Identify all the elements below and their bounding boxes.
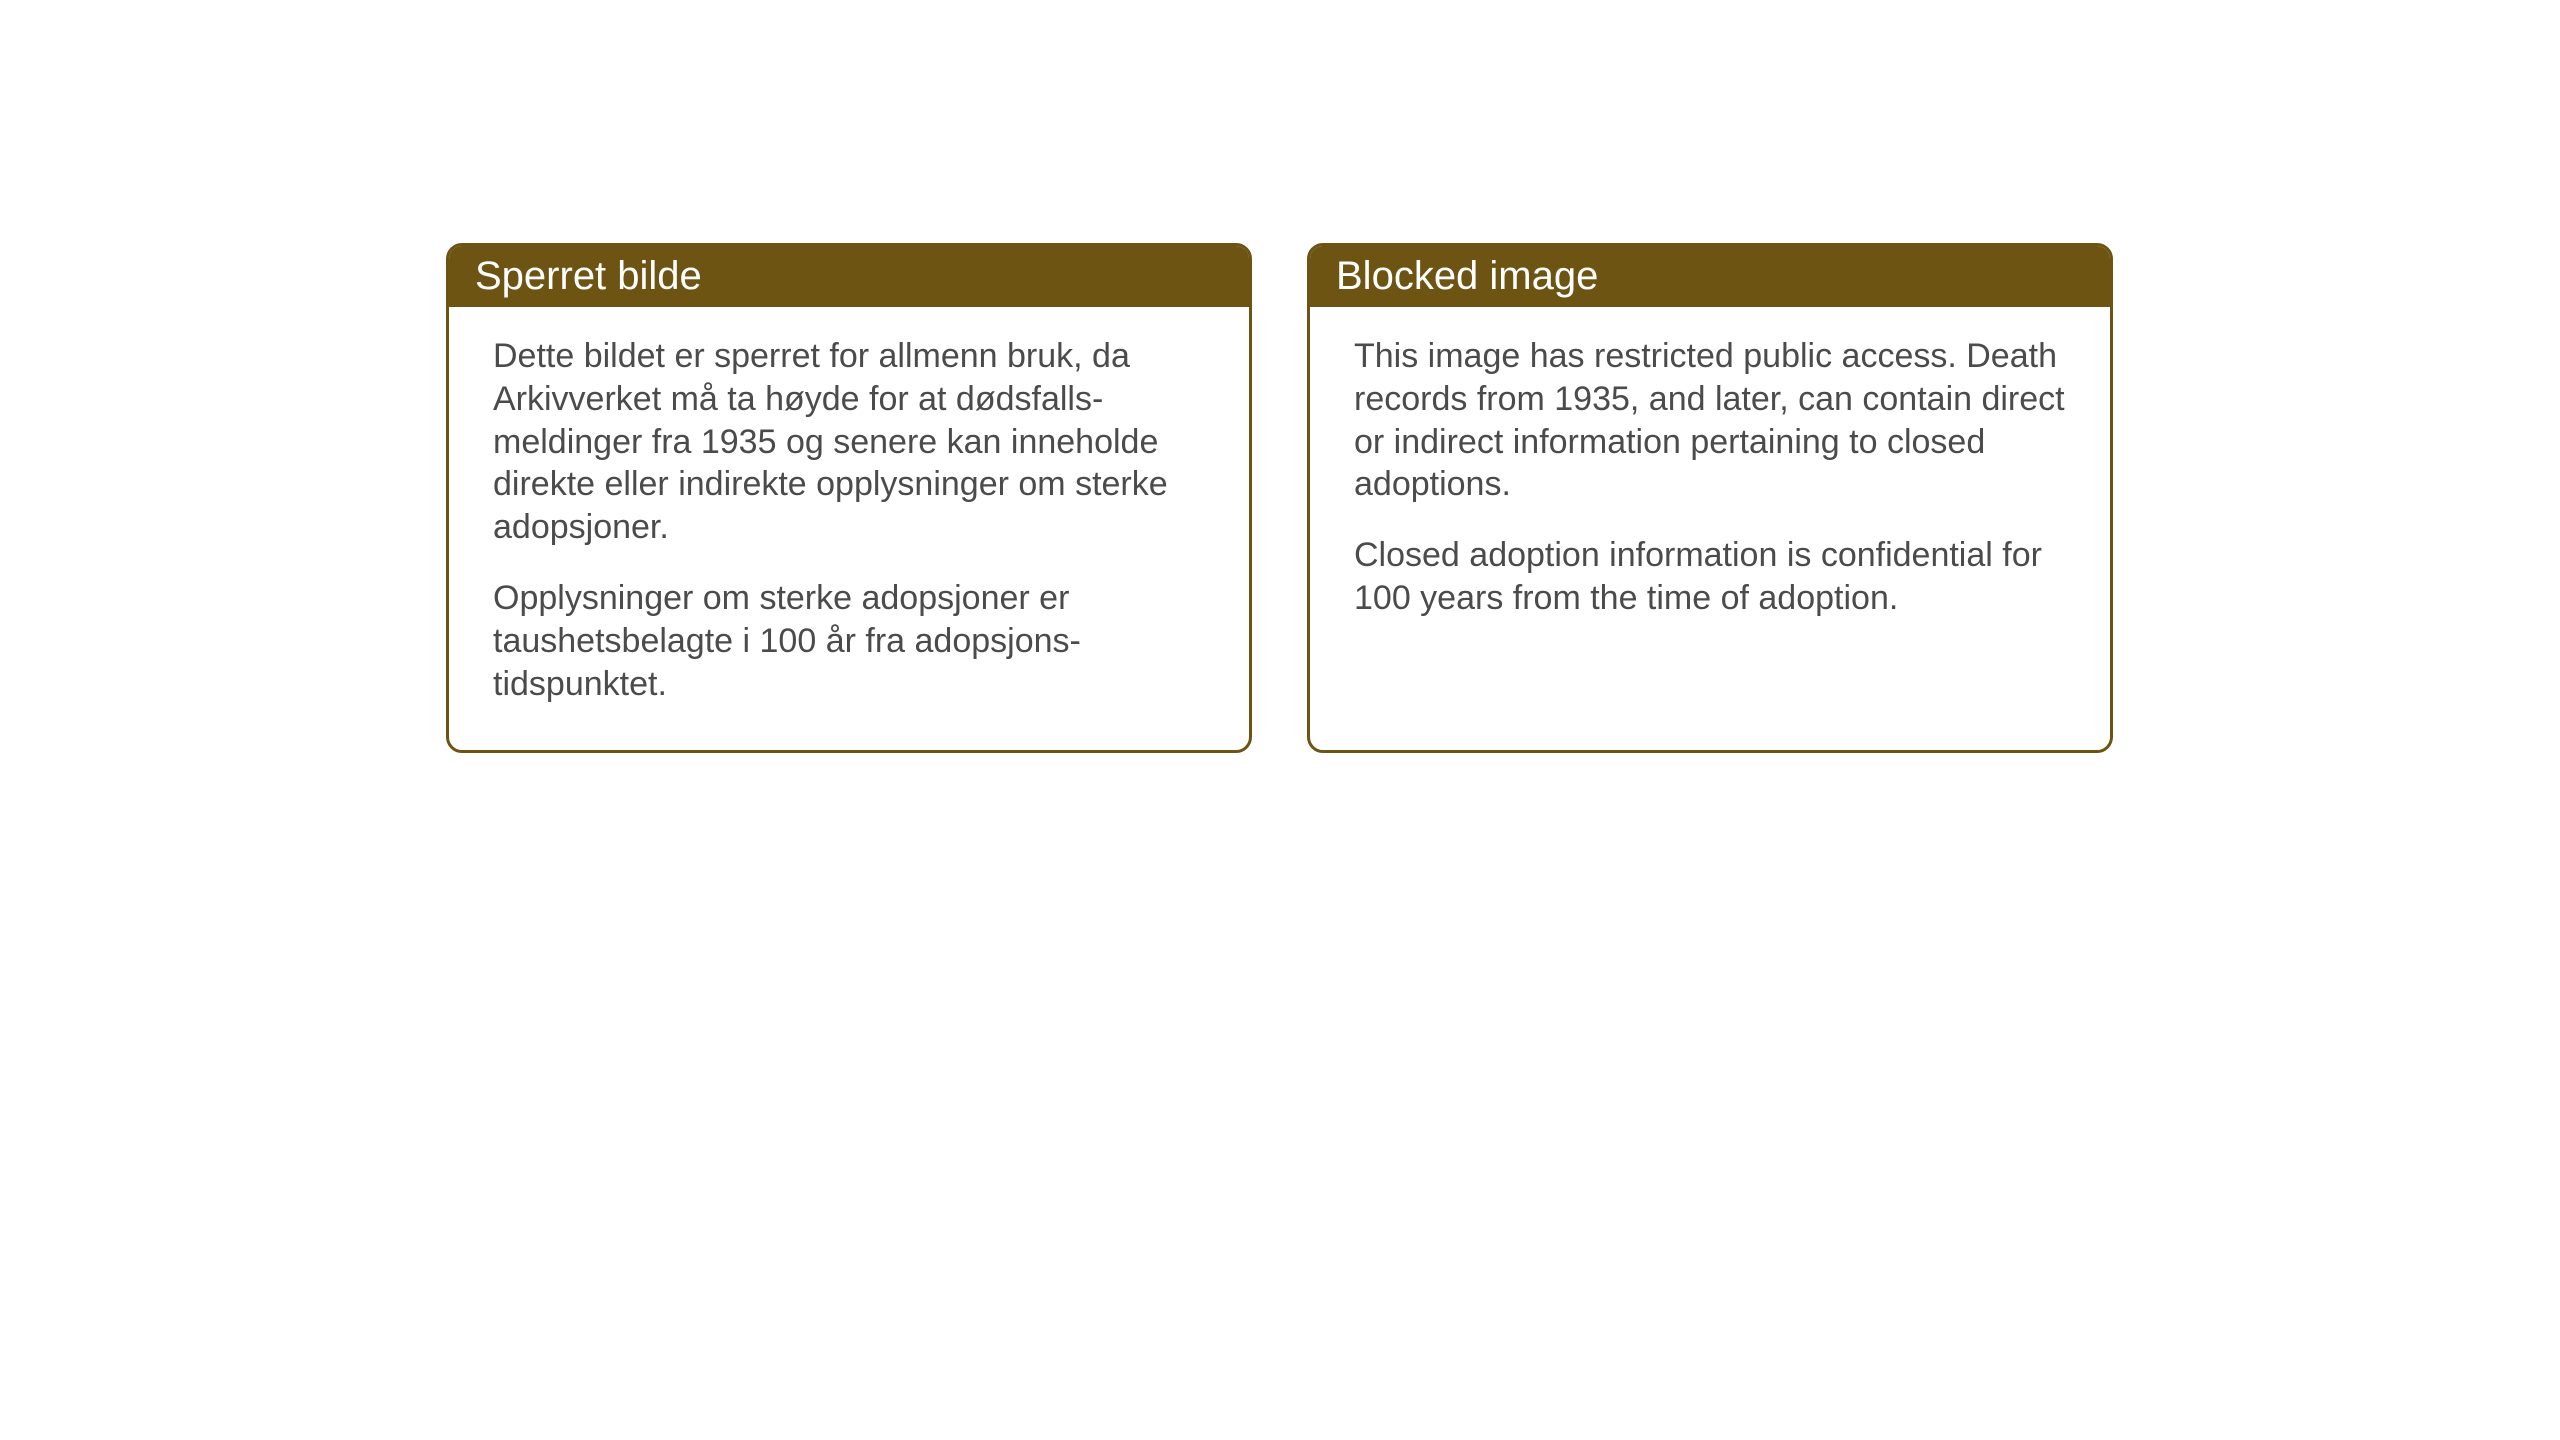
blocked-notice-english: Blocked image This image has restricted …: [1307, 243, 2113, 753]
notice-container: Sperret bilde Dette bildet er sperret fo…: [446, 243, 2113, 753]
paragraph-1-norwegian: Dette bildet er sperret for allmenn bruk…: [493, 335, 1205, 549]
card-body-norwegian: Dette bildet er sperret for allmenn bruk…: [449, 307, 1249, 742]
blocked-notice-norwegian: Sperret bilde Dette bildet er sperret fo…: [446, 243, 1252, 753]
card-body-english: This image has restricted public access.…: [1310, 307, 2110, 656]
card-header-english: Blocked image: [1310, 246, 2110, 307]
paragraph-2-norwegian: Opplysninger om sterke adopsjoner er tau…: [493, 577, 1205, 705]
card-title-norwegian: Sperret bilde: [475, 254, 702, 298]
paragraph-1-english: This image has restricted public access.…: [1354, 335, 2066, 506]
paragraph-2-english: Closed adoption information is confident…: [1354, 534, 2066, 620]
card-title-english: Blocked image: [1336, 254, 1598, 298]
card-header-norwegian: Sperret bilde: [449, 246, 1249, 307]
